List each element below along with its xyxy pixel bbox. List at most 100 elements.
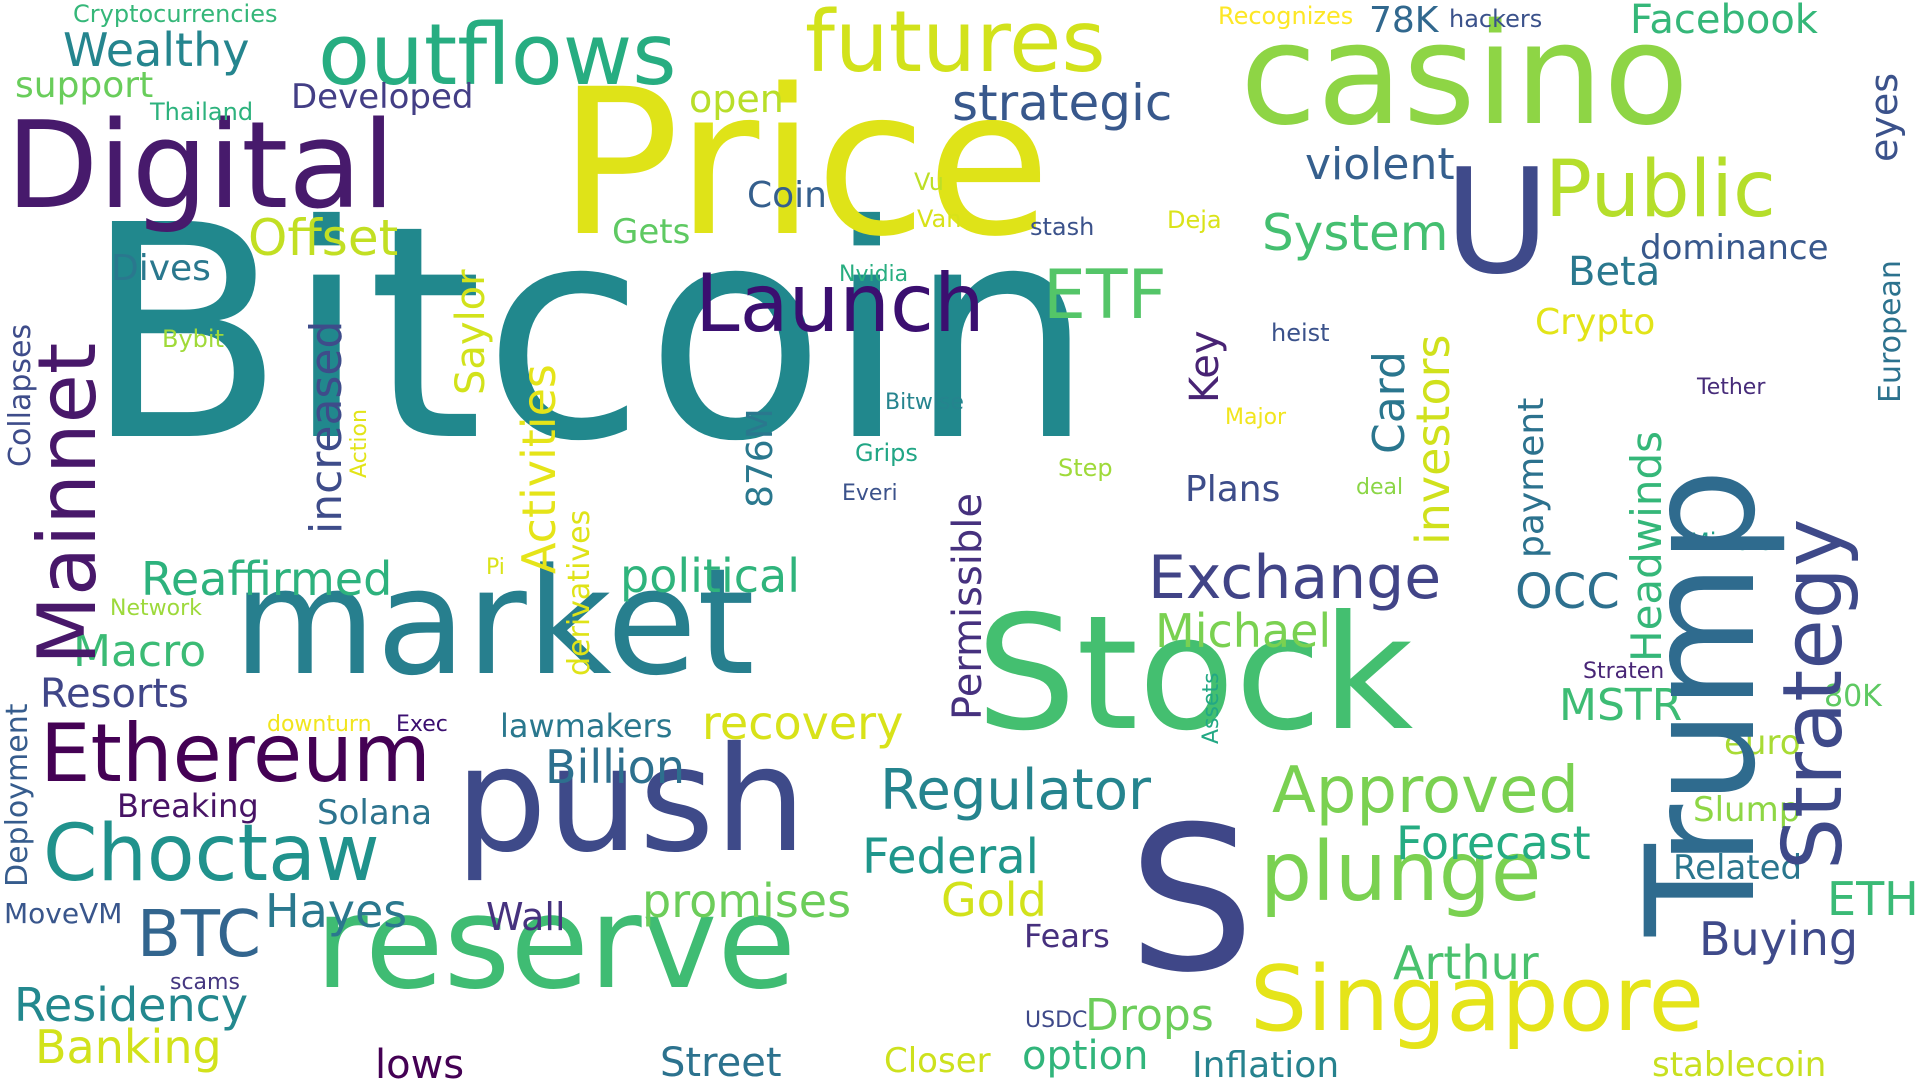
word: 876M — [740, 408, 781, 508]
word: Headwinds — [1622, 431, 1671, 662]
word: Bitcoin — [83, 162, 1095, 506]
word: Wealthy — [63, 23, 250, 77]
word: Public — [1545, 145, 1776, 235]
word: Coin — [747, 175, 827, 216]
word: Van — [917, 205, 962, 233]
word: European — [1873, 260, 1908, 403]
word: heist — [1271, 319, 1330, 347]
word: Step — [1058, 454, 1113, 482]
word: Straten — [1583, 659, 1665, 684]
word: Buying — [1699, 912, 1859, 966]
word: MSTR — [1559, 680, 1683, 731]
word: scams — [170, 970, 240, 995]
word: open — [689, 77, 784, 121]
word: Vu — [914, 168, 944, 196]
word: stash — [1030, 213, 1095, 241]
word: reserve — [315, 869, 797, 1018]
word: USDC — [1025, 1008, 1088, 1033]
word: Tether — [1697, 375, 1766, 400]
word: Exec — [396, 712, 448, 737]
word: stablecoin — [1652, 1045, 1827, 1085]
word: Singapore — [1250, 947, 1705, 1052]
word: Billion — [545, 740, 685, 794]
word: futures — [805, 0, 1106, 92]
word: Developed — [291, 77, 474, 117]
word: Regulator — [880, 758, 1152, 823]
word: casino — [1240, 0, 1689, 157]
word: Thailand — [150, 98, 254, 126]
word: Assets — [1199, 672, 1224, 744]
word: market — [233, 537, 755, 708]
word: Drops — [1085, 990, 1214, 1041]
word: 80K — [1824, 679, 1882, 714]
word: Hayes — [265, 884, 408, 938]
word: Gold — [941, 873, 1047, 927]
word: Digital — [6, 97, 396, 236]
word: System — [1262, 204, 1449, 262]
word: OCC — [1515, 564, 1620, 620]
word: Fears — [1024, 917, 1110, 955]
word: Mainnet — [21, 342, 114, 665]
word: dominance — [1640, 228, 1829, 268]
word: Key — [1182, 330, 1228, 403]
word: push — [455, 716, 807, 885]
word: support — [15, 65, 154, 106]
word: increased — [301, 320, 352, 534]
word: U — [1444, 138, 1551, 307]
word: Bybit — [162, 325, 224, 353]
word: Deja — [1167, 206, 1222, 234]
word: Crypto — [1535, 302, 1656, 343]
word: Collapses — [3, 323, 38, 467]
word: Major — [1225, 405, 1287, 430]
word: Inflation — [1192, 1045, 1340, 1086]
word: Mirrors — [1689, 528, 1773, 556]
word: Offset — [248, 209, 399, 267]
word: Gets — [612, 212, 691, 252]
word: Plans — [1185, 469, 1281, 510]
word: Everi — [842, 481, 898, 506]
word: payment — [1511, 397, 1552, 558]
word: Wall — [486, 895, 566, 939]
word: Network — [110, 596, 202, 621]
word: Deployment — [0, 703, 35, 887]
word: BTC — [137, 898, 261, 972]
word: Banking — [35, 1020, 222, 1074]
word: Approved — [1272, 754, 1579, 828]
word: outflows — [318, 6, 677, 105]
word: Resorts — [40, 671, 189, 717]
word: Closer — [884, 1041, 991, 1081]
word: Ethereum — [40, 707, 431, 800]
word: Michael — [1155, 604, 1332, 658]
word: lows — [375, 1042, 465, 1088]
word: Launch — [695, 257, 985, 350]
word: Street — [660, 1040, 782, 1086]
word: 78K — [1369, 0, 1439, 41]
word: Permissible — [945, 492, 991, 720]
word: Price — [558, 45, 1051, 281]
word: Slump — [1693, 790, 1801, 830]
word: Recognizes — [1218, 2, 1354, 30]
word: plunge — [1260, 825, 1542, 920]
word: Saylor — [448, 269, 494, 395]
word: Strategy — [1766, 518, 1861, 870]
word: promises — [642, 874, 852, 928]
word: eyes — [1862, 72, 1906, 162]
word: Breaking — [117, 787, 259, 825]
word: lawmakers — [500, 707, 673, 745]
word: Exchange — [1148, 543, 1442, 613]
word: hackers — [1449, 5, 1543, 33]
word: euro — [1724, 723, 1801, 763]
word: Related — [1673, 848, 1803, 888]
word: deal — [1356, 475, 1404, 500]
word: downturn — [267, 712, 372, 737]
word: Solana — [317, 793, 433, 833]
word: Stock — [976, 582, 1414, 766]
word: Action — [347, 409, 372, 478]
word: Macro — [73, 626, 207, 677]
word: Arthur — [1393, 936, 1539, 990]
word: Nvidia — [839, 262, 909, 287]
word: Forecast — [1396, 816, 1591, 870]
word: investors — [1406, 334, 1460, 545]
word: Dives — [111, 248, 211, 289]
